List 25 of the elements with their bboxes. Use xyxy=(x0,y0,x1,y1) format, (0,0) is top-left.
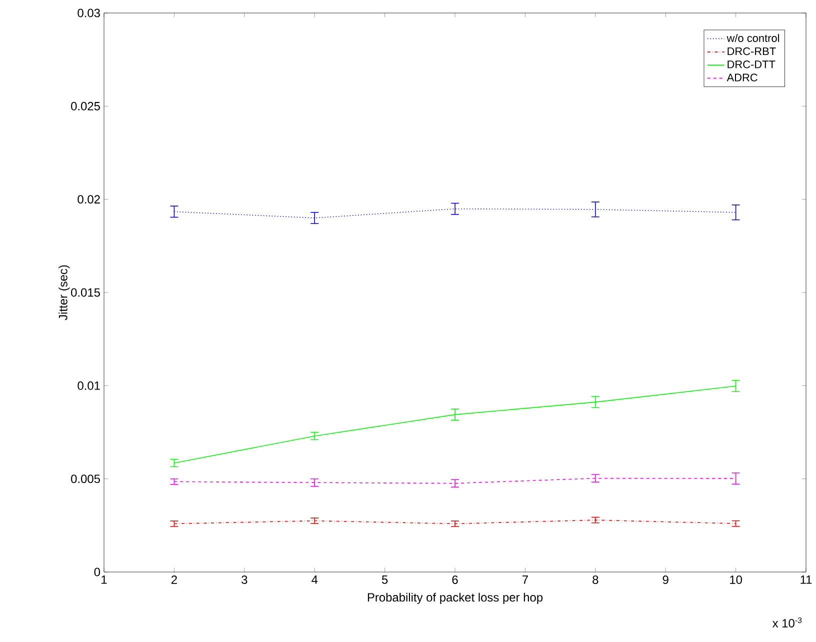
legend-label: w/o control xyxy=(726,34,780,42)
x-tick-label: 3 xyxy=(242,576,248,584)
text: x 10$^{-3}$ xyxy=(772,617,802,628)
y-tick-label: 0.01 xyxy=(78,381,100,390)
legend-label: DRC-DTT xyxy=(728,60,776,68)
y-tick-label: 0.02 xyxy=(78,195,100,204)
x-axis-title: Probability of packet loss per hop xyxy=(368,592,543,604)
y-tick-label: 0 xyxy=(94,568,100,576)
x-tick-label: 4 xyxy=(312,576,318,584)
x-tick-label: 10 xyxy=(730,576,742,584)
legend-label: ADRC xyxy=(726,74,758,82)
x-tick-label: 2 xyxy=(171,576,177,584)
x-tick-label: 9 xyxy=(662,576,668,584)
y-axis-title: Jitter (sec) xyxy=(58,265,70,320)
x-tick-label: 8 xyxy=(592,576,598,584)
x-tick-label: 7 xyxy=(522,576,528,584)
y-tick-label: 0.025 xyxy=(71,102,100,110)
x-tick-label: 5 xyxy=(382,576,388,584)
x-tick-label: 1 xyxy=(102,576,107,584)
x-tick-label: 11 xyxy=(800,576,812,584)
legend-label: DRC-RBT xyxy=(728,47,776,56)
y-tick-label: 0.005 xyxy=(71,474,100,484)
y-tick-label: 0.015 xyxy=(71,288,100,297)
y-tick-label: 0.03 xyxy=(78,8,100,18)
x-tick-label: 6 xyxy=(452,576,458,584)
